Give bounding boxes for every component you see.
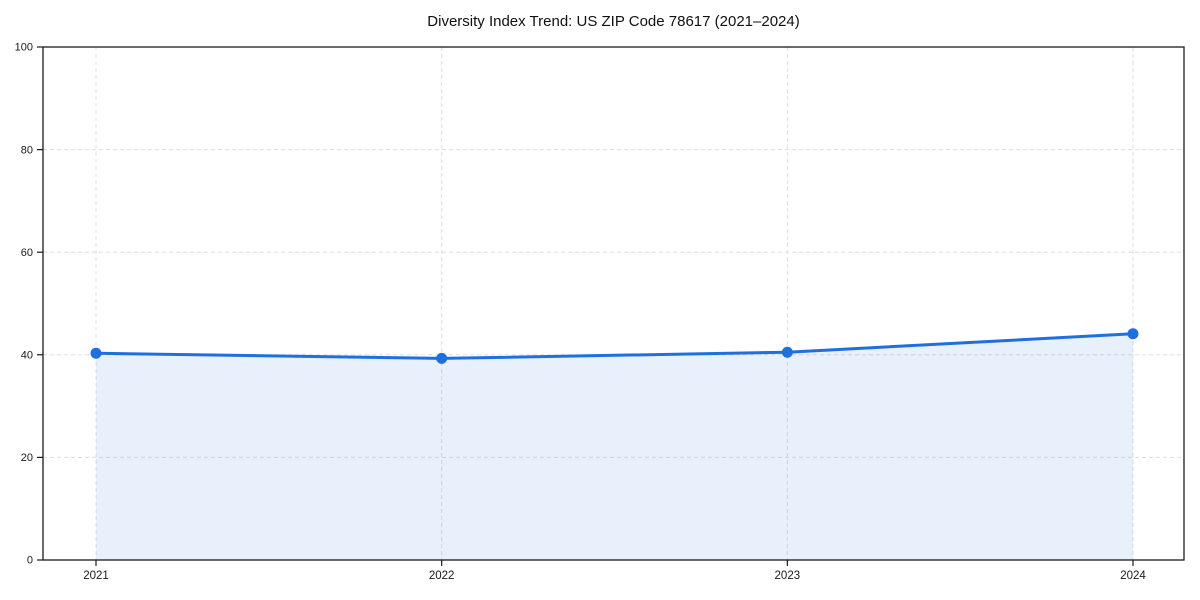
trend-line [94, 332, 1135, 360]
y-tick-label: 80 [21, 144, 33, 156]
y-tick-label: 60 [21, 247, 33, 259]
y-tick-label: 100 [15, 42, 33, 54]
x-tick-label: 2024 [1120, 570, 1146, 582]
y-tick-label: 40 [21, 350, 33, 362]
data-point-2023 [781, 346, 793, 358]
data-point-2022 [436, 352, 448, 364]
data-point-2021 [90, 347, 102, 359]
area-fill [96, 333, 1133, 560]
x-tick-label: 2023 [775, 570, 801, 582]
x-tick-label: 2021 [83, 570, 109, 582]
y-tick-label: 20 [21, 452, 33, 464]
x-tick-label: 2022 [429, 570, 455, 582]
y-tick-label: 0 [27, 555, 33, 567]
chart-title: Diversity Index Trend: US ZIP Code 78617… [427, 13, 800, 30]
plot-frame [42, 46, 1185, 561]
data-point-2024 [1127, 328, 1139, 340]
plot-area [43, 47, 1184, 560]
